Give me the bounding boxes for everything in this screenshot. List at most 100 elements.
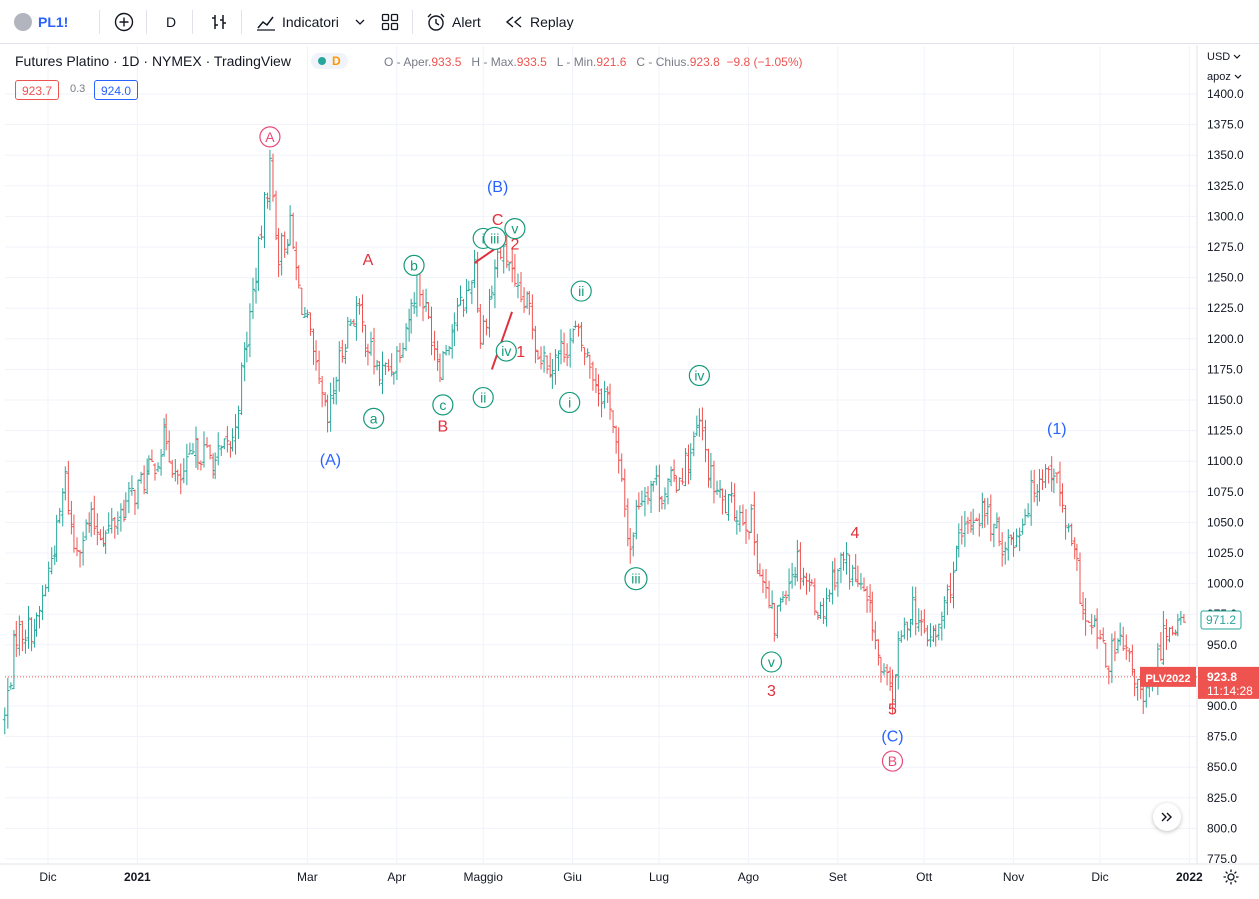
rewind-icon (505, 16, 522, 28)
alarm-clock-icon (427, 13, 445, 31)
y-tick-label: 950.0 (1207, 638, 1237, 652)
y-tick-label: 1050.0 (1207, 515, 1244, 529)
wave-label: v (768, 654, 775, 670)
wave-label-circle (363, 407, 385, 429)
x-tick-label: Ago (738, 870, 760, 884)
crosshair-price-badge (1200, 610, 1242, 630)
close-value: 923.8 (689, 55, 720, 69)
series-tag-label: PLV2022 (1145, 673, 1190, 685)
wave-label-circle (472, 386, 494, 409)
buy-price-button[interactable]: 924.0 (94, 80, 139, 100)
x-tick-label: Apr (387, 870, 406, 884)
y-tick-label: 1325.0 (1207, 179, 1244, 193)
wave-label: B (438, 419, 449, 436)
trend-line (490, 311, 513, 370)
high-label: H - Max. (471, 55, 517, 69)
wave-label: 1 (516, 344, 525, 361)
plot-background (5, 46, 1197, 864)
add-circle-icon (114, 12, 134, 32)
y-tick-label: 1075.0 (1207, 485, 1244, 499)
wave-label-circle (483, 226, 507, 251)
y-tick-label: 1350.0 (1207, 148, 1244, 162)
y-tick-label: 1175.0 (1207, 362, 1243, 376)
interval-label: D (166, 14, 177, 30)
price-chart[interactable]: 775.0800.0825.0850.0875.0900.0925.0950.0… (0, 45, 1259, 899)
market-status-badge[interactable]: D (310, 53, 348, 69)
x-tick-label: 2021 (124, 870, 151, 884)
wave-label: iv (501, 343, 511, 359)
y-tick-label: 775.0 (1207, 852, 1237, 866)
y-tick-label: 1025.0 (1207, 546, 1244, 560)
indicators-icon (257, 16, 275, 31)
x-tick-label: Ott (916, 870, 933, 884)
interval-button[interactable]: D (166, 0, 176, 44)
y-tick-label: 1400.0 (1207, 87, 1244, 101)
delayed-badge: D (331, 54, 341, 68)
bars-chart-icon (212, 15, 226, 29)
divider (146, 10, 147, 34)
symbol-logo-icon (14, 13, 32, 31)
wave-label-circle (760, 651, 783, 673)
scroll-to-realtime-button[interactable] (1153, 803, 1181, 831)
divider (192, 10, 193, 34)
x-tick-label: Dic (39, 870, 56, 884)
y-tick-label: 1375.0 (1207, 118, 1244, 132)
alert-button[interactable]: Alert (426, 0, 481, 44)
low-label: L - Min. (556, 55, 597, 69)
gear-icon (1223, 869, 1239, 885)
wave-label: C (492, 212, 504, 229)
chart-area[interactable]: 775.0800.0825.0850.0875.0900.0925.0950.0… (0, 45, 1259, 899)
currency-label: USD (1207, 51, 1231, 63)
y-tick-label: 825.0 (1207, 791, 1237, 805)
wave-label: B (888, 753, 897, 769)
wave-label-circle (495, 340, 517, 362)
chart-settings-button[interactable] (1222, 868, 1242, 888)
layouts-button[interactable] (381, 0, 399, 44)
scale-menu[interactable]: apoz (1207, 71, 1242, 83)
spread-value: 0.3 (70, 83, 86, 95)
open-value: 933.5 (431, 55, 462, 69)
divider (241, 10, 242, 34)
wave-label: iv (694, 368, 704, 384)
indicators-dropdown[interactable] (355, 0, 365, 44)
sell-price-button[interactable]: 923.7 (15, 80, 60, 100)
chart-title: Futures Platino · 1D · NYMEX · TradingVi… (15, 53, 291, 69)
currency-selector[interactable]: USD (1207, 51, 1241, 63)
wave-label-circle (881, 750, 904, 772)
y-tick-label: 1225.0 (1207, 301, 1244, 315)
scale-menu-label: apoz (1207, 71, 1231, 83)
wave-label-circle (432, 394, 454, 416)
wave-label: 3 (767, 683, 776, 700)
wave-label: ii (480, 390, 486, 406)
indicators-label: Indicatori (282, 14, 339, 30)
chevron-down-icon (1233, 54, 1241, 59)
y-tick-label: 850.0 (1207, 760, 1237, 774)
x-tick-label: Dic (1091, 870, 1108, 884)
wave-label: i (568, 394, 571, 410)
y-tick-label: 1250.0 (1207, 271, 1244, 285)
y-tick-label: 1300.0 (1207, 209, 1244, 223)
x-tick-label: Maggio (464, 870, 504, 884)
market-open-icon (317, 57, 326, 65)
chevron-down-icon (1234, 74, 1242, 79)
chart-type-button[interactable] (210, 0, 228, 44)
compare-button[interactable] (114, 0, 134, 44)
wave-label: (1) (1047, 421, 1067, 438)
open-label: O - Aper. (384, 55, 432, 69)
wave-label-circle (688, 364, 710, 387)
low-value: 921.6 (596, 55, 627, 69)
wave-label-circle (624, 567, 648, 591)
symbol-button[interactable]: PL1! (14, 0, 68, 44)
series-tag-badge (1140, 666, 1196, 687)
replay-button[interactable]: Replay (505, 0, 574, 44)
wave-label: 2 (510, 236, 519, 253)
replay-label: Replay (530, 14, 574, 30)
y-tick-label: 1125.0 (1207, 424, 1243, 438)
x-tick-label: Nov (1003, 870, 1024, 884)
wave-label: A (265, 129, 275, 145)
y-tick-label: 900.0 (1207, 699, 1237, 713)
wave-label: 4 (851, 525, 860, 542)
y-tick-label: 1150.0 (1207, 393, 1243, 407)
x-tick-label: Mar (297, 870, 318, 884)
indicators-button[interactable]: Indicatori (256, 0, 339, 44)
